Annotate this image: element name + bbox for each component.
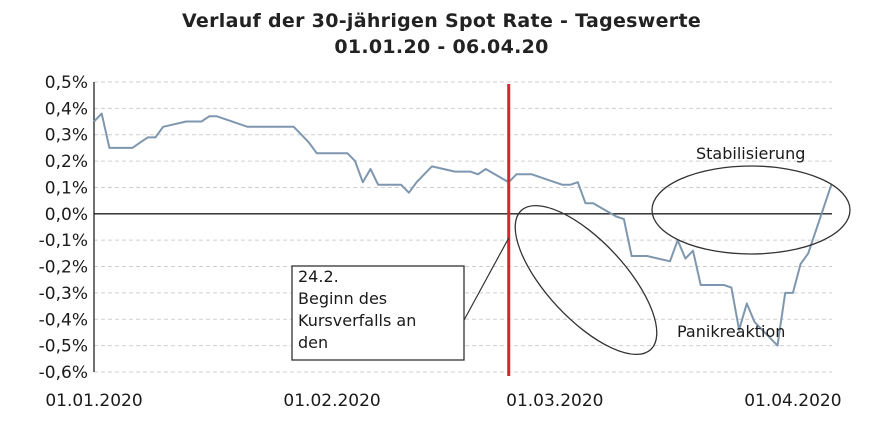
y-tick-label: -0,4% [39,310,88,330]
callout-text-line: Kursverfalls an [298,311,416,330]
chart-subtitle: 01.01.20 - 06.04.20 [334,36,549,58]
x-tick-label: 01.03.2020 [506,391,603,411]
y-tick-label: -0,2% [39,258,88,278]
callout-text-line: Beginn des [298,289,387,308]
callout-connector [462,237,510,323]
chart-title: Verlauf der 30-jährigen Spot Rate - Tage… [181,10,702,32]
series-line [93,112,833,347]
y-tick-label: -0,3% [39,284,88,304]
x-tick-label: 01.04.2020 [744,391,841,411]
y-tick-label: -0,1% [39,231,88,251]
callout-text-line: den [298,333,328,352]
y-tick-label: 0,5% [45,73,88,93]
x-tick-label: 01.02.2020 [283,391,380,411]
callout-box [291,265,465,361]
y-tick-label: 0,3% [45,126,88,146]
y-tick-label: 0,1% [45,178,88,198]
stabilization-ellipse [651,165,851,255]
callout-text-line: 24.2. [298,267,339,286]
annotation-stabilisierung: Stabilisierung [696,144,805,163]
y-tick-label: 0,4% [45,99,88,119]
y-tick-label: 0,0% [45,205,88,225]
annotation-panikreaktion: Panikreaktion [677,322,785,341]
x-tick-label: 01.01.2020 [45,391,142,411]
panic-ellipse [514,204,658,356]
y-tick-label: 0,2% [45,152,88,172]
y-tick-label: -0,5% [39,337,88,357]
y-tick-label: -0,6% [39,363,88,383]
